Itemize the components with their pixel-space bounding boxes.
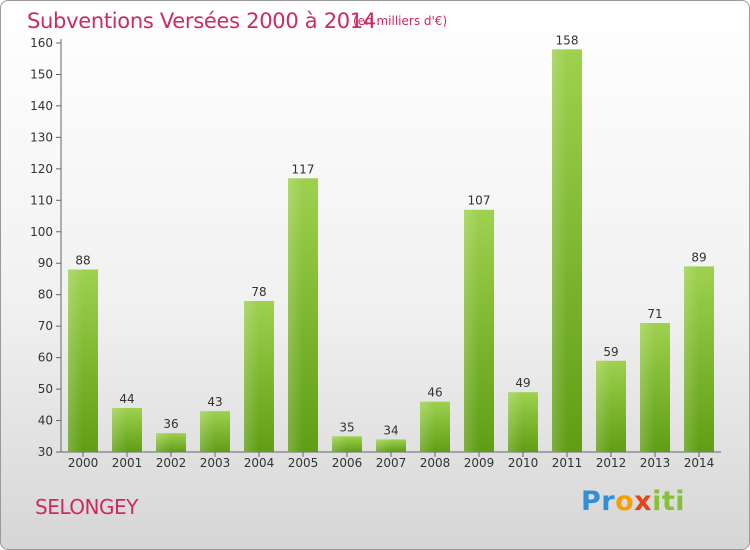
chart-subtitle: (en milliers d'€) <box>353 14 448 28</box>
chart-title: Subventions Versées 2000 à 2014 <box>27 9 376 33</box>
x-tick-label: 2006 <box>332 456 363 470</box>
data-label: 71 <box>647 307 662 321</box>
data-label: 36 <box>163 417 178 431</box>
bar-highlight <box>640 323 655 452</box>
brand-part-4: iti <box>652 486 686 517</box>
x-tick-label: 2007 <box>376 456 407 470</box>
x-tick-label: 2009 <box>464 456 495 470</box>
data-label: 117 <box>292 162 315 176</box>
data-label: 43 <box>207 395 222 409</box>
data-label: 35 <box>339 420 354 434</box>
bar-highlight <box>420 401 435 452</box>
x-tick-label: 2004 <box>244 456 275 470</box>
y-tick-label: 160 <box>30 36 53 50</box>
data-label: 158 <box>556 33 579 47</box>
y-tick-label: 140 <box>30 99 53 113</box>
bar-highlight <box>332 436 347 452</box>
x-tick-label: 2014 <box>684 456 715 470</box>
x-tick-label: 2005 <box>288 456 319 470</box>
y-tick-label: 30 <box>38 445 53 459</box>
bar-highlight <box>156 433 171 452</box>
data-label: 49 <box>515 376 530 390</box>
bar-highlight <box>596 360 611 452</box>
y-tick-label: 70 <box>38 319 53 333</box>
y-tick-label: 100 <box>30 225 53 239</box>
y-tick-label: 90 <box>38 256 53 270</box>
x-tick-label: 2011 <box>552 456 583 470</box>
bar-highlight <box>68 269 83 452</box>
brand-part-2: o <box>615 486 635 517</box>
bar-highlight <box>552 49 567 453</box>
place-name: SELONGEY <box>35 495 138 519</box>
data-label: 46 <box>427 386 442 400</box>
x-tick-label: 2000 <box>68 456 99 470</box>
bar-highlight <box>464 209 479 452</box>
y-tick-label: 40 <box>38 414 53 428</box>
x-tick-label: 2001 <box>112 456 143 470</box>
data-label: 59 <box>603 345 618 359</box>
y-tick-label: 80 <box>38 288 53 302</box>
data-label: 78 <box>251 285 266 299</box>
y-tick-label: 110 <box>30 193 53 207</box>
bar-highlight <box>112 407 127 452</box>
x-tick-label: 2008 <box>420 456 451 470</box>
data-label: 34 <box>383 423 398 437</box>
brand-part-1: Pr <box>581 486 616 517</box>
data-label: 44 <box>119 392 134 406</box>
x-tick-label: 2002 <box>156 456 187 470</box>
brand-logo: Proxiti <box>581 486 685 517</box>
data-label: 89 <box>691 250 706 264</box>
y-tick-label: 130 <box>30 130 53 144</box>
bar-highlight <box>684 266 699 452</box>
y-tick-label: 120 <box>30 162 53 176</box>
x-tick-label: 2012 <box>596 456 627 470</box>
data-label: 107 <box>468 194 491 208</box>
x-tick-label: 2013 <box>640 456 671 470</box>
y-tick-label: 50 <box>38 382 53 396</box>
y-tick-label: 150 <box>30 67 53 81</box>
bar-highlight <box>200 411 215 452</box>
y-tick-label: 60 <box>38 351 53 365</box>
bar-highlight <box>376 439 391 452</box>
data-label: 88 <box>75 254 90 268</box>
bar-highlight <box>244 300 259 452</box>
x-tick-label: 2003 <box>200 456 231 470</box>
x-tick-label: 2010 <box>508 456 539 470</box>
bar-highlight <box>288 178 303 453</box>
brand-part-3: x <box>634 486 653 517</box>
bar-highlight <box>508 392 523 452</box>
